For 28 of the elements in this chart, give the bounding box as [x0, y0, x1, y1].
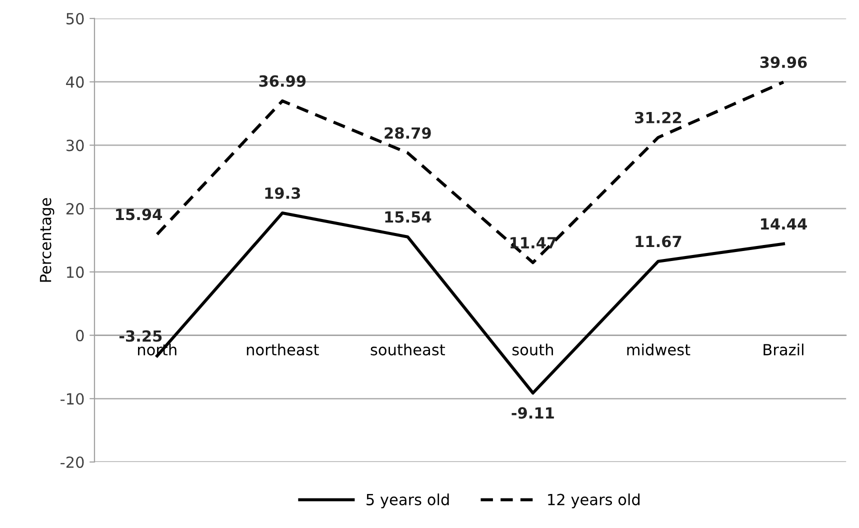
data-label: 11.47 [510, 237, 556, 248]
data-label: 28.79 [384, 127, 431, 139]
data-label: 14.44 [761, 218, 807, 230]
y-tick-label: 10 [67, 266, 84, 278]
data-label: -9.11 [512, 407, 554, 419]
y-tick-label: -10 [60, 393, 84, 405]
data-label: 36.99 [259, 75, 306, 87]
data-label: 15.94 [116, 208, 162, 220]
data-label: -3.25 [119, 330, 162, 342]
data-label: 39.96 [760, 56, 807, 68]
y-tick-label: 0 [76, 330, 84, 342]
x-tick-label: midwest [627, 344, 690, 356]
x-tick-label: southeast [370, 344, 445, 356]
y-tick-label: 30 [66, 140, 84, 152]
data-label: 31.22 [635, 112, 682, 124]
x-tick-label: south [512, 344, 553, 356]
y-tick-label: 50 [66, 12, 84, 24]
data-label: 11.67 [636, 236, 682, 248]
y-tick-label: 40 [66, 76, 84, 88]
x-tick-label: northeast [246, 344, 319, 356]
data-label: 15.54 [385, 211, 432, 223]
x-tick-label: Brazil [764, 344, 804, 356]
y-axis-title: Percentage [40, 198, 54, 282]
y-tick-label: -20 [60, 456, 84, 468]
legend-label: 12 years old [548, 493, 640, 508]
data-label: 19.3 [265, 187, 300, 199]
legend-label: 5 years old [366, 493, 449, 508]
y-tick-label: 20 [66, 203, 84, 215]
